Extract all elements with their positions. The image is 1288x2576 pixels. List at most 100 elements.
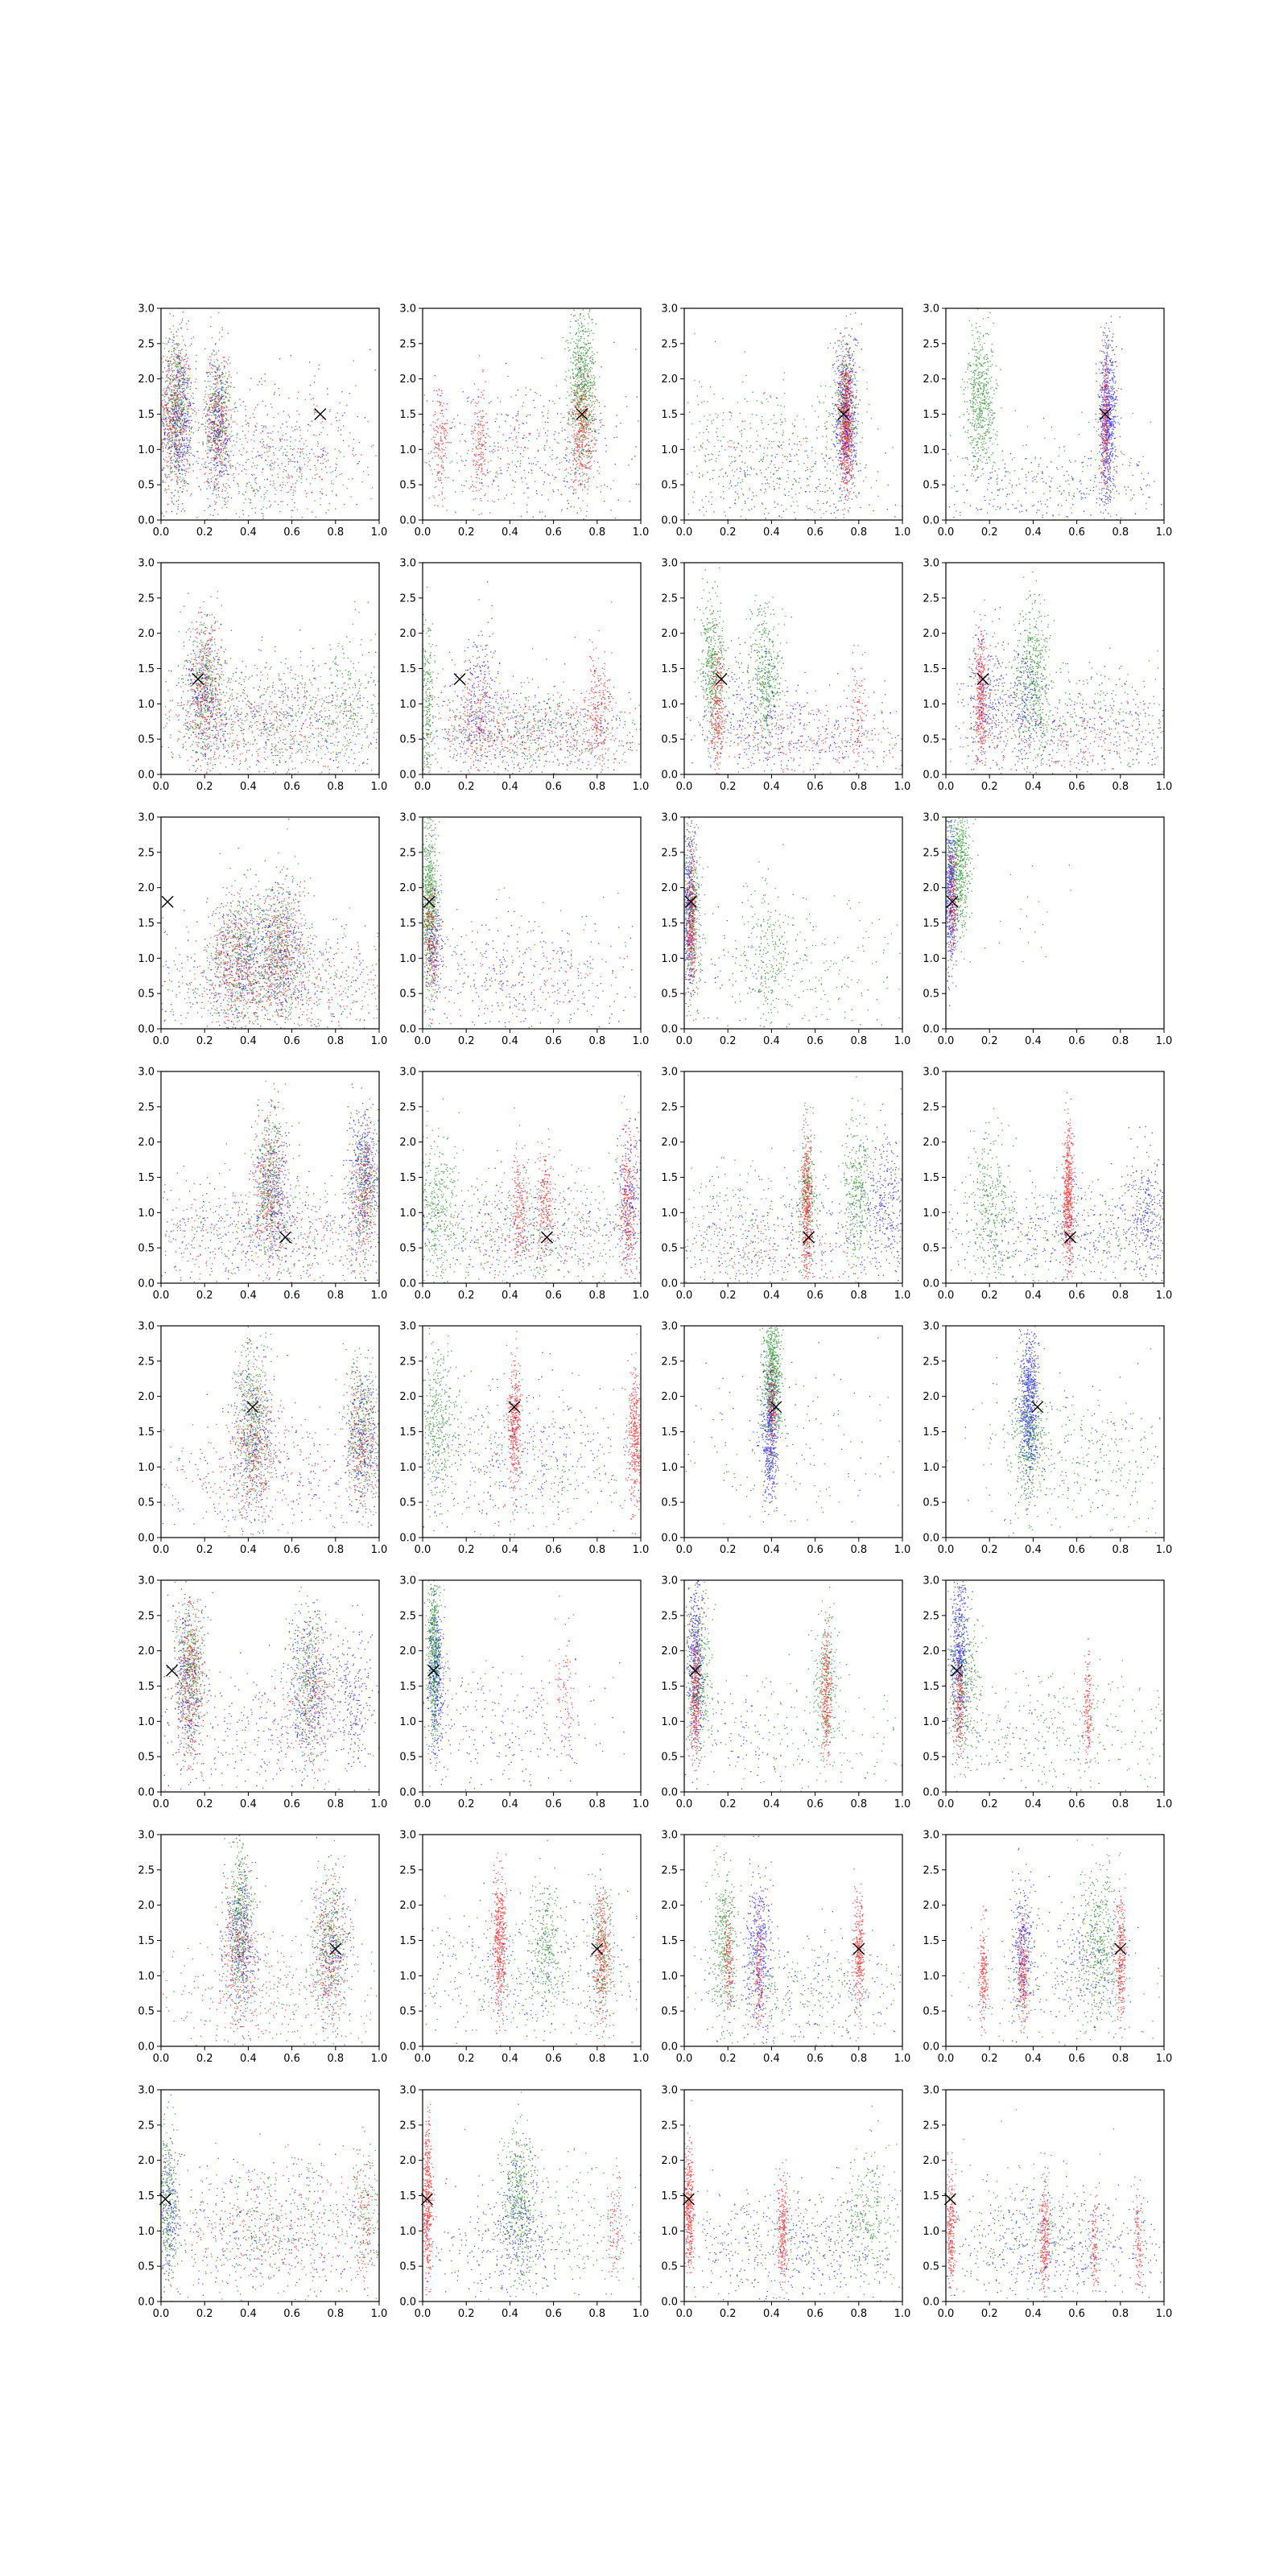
x-marker [852,1942,865,1955]
y-tick-label: 1.5 [661,1935,678,1947]
y-tick-label: 1.5 [399,1935,416,1947]
y-tick-label: 2.5 [138,1610,155,1622]
subplot-r5-c3: 0.0 0.2 0.4 0.6 0.8 1.0 0.0 0.5 1.0 1.5 2.0 2.5 3.0 [661,1321,910,1557]
subplot-r2-c2: 0.0 0.2 0.4 0.6 0.8 1.0 0.0 0.5 1.0 1.5 2.0 2.5 3.0 [399,558,649,794]
y-tick-label: 1.5 [661,1426,678,1439]
x-tick-label: 0.6 [807,2308,824,2320]
x-marker [329,1942,342,1955]
x-tick-label: 1.0 [894,1798,911,1810]
x-marker [314,408,327,420]
green-point-cluster [300,1837,351,2038]
x-tick-label: 0.6 [545,1798,562,1810]
blue-point-cluster [162,895,379,1029]
blue-point-cluster [423,852,448,1010]
blue-point-cluster [1014,1328,1042,1516]
y-tick-label: 2.0 [661,628,678,640]
x-tick-label: 0.4 [763,781,780,793]
x-tick-label: 0.4 [1025,2053,1042,2065]
y-tick-label: 3.0 [399,1067,416,1079]
x-tick-label: 0.6 [545,1035,562,1047]
x-tick-label: 0.0 [938,1035,955,1047]
green-point-cluster [583,1869,617,2037]
blue-point-cluster [161,349,376,519]
x-marker [508,1401,521,1414]
red-point-cluster [349,1107,379,1274]
x-tick-label: 0.8 [850,1544,867,1556]
x-tick-label: 0.4 [502,781,518,793]
x-tick-label: 0.0 [153,1290,170,1302]
red-point-cluster [947,852,960,984]
y-tick-label: 0.0 [661,515,678,527]
x-tick-label: 1.0 [633,781,650,793]
blue-point-cluster [689,667,902,774]
y-tick-label: 0.5 [138,1497,155,1509]
x-marker [943,2193,956,2206]
red-point-cluster [535,1128,560,1283]
x-tick-label: 0.8 [850,781,867,793]
x-tick-label: 0.8 [1112,1035,1129,1047]
red-point-cluster [971,599,993,774]
subplot-r3-c3: 0.0 0.2 0.4 0.6 0.8 1.0 0.0 0.5 1.0 1.5 2.0 2.5 3.0 [661,812,910,1048]
y-tick-label: 3.0 [661,1830,678,1842]
x-tick-label: 0.0 [153,2308,170,2320]
x-marker [166,1664,179,1677]
y-tick-label: 0.5 [923,989,939,1001]
x-tick-label: 0.4 [1025,1290,1042,1302]
blue-point-cluster [222,1339,288,1532]
y-tick-label: 1.0 [399,1716,416,1728]
x-marker [976,673,989,686]
red-point-cluster [621,1333,641,1534]
y-tick-label: 2.0 [661,1900,678,1912]
axes-frame [422,1834,642,2047]
blue-point-cluster [176,847,291,1029]
green-point-cluster [167,1581,210,1765]
blue-point-cluster [1120,1125,1164,1282]
y-tick-label: 1.5 [399,663,416,675]
x-tick-label: 0.6 [283,781,300,793]
y-tick-label: 3.0 [661,1067,678,1079]
x-tick-label: 0.2 [458,1035,475,1047]
x-tick-label: 1.0 [894,2308,911,2320]
x-tick-label: 0.4 [502,1798,518,1810]
x-tick-label: 0.6 [1068,2308,1085,2320]
green-point-cluster [837,2105,902,2301]
y-tick-label: 2.5 [399,338,416,350]
x-tick-label: 0.2 [196,781,213,793]
y-tick-label: 1.0 [138,699,155,711]
red-point-cluster [818,1587,834,1782]
x-tick-label: 1.0 [894,1035,911,1047]
point-layer [947,308,1162,520]
green-point-cluster [684,1581,719,1785]
green-point-cluster [985,864,1071,963]
y-tick-label: 1.5 [138,918,155,930]
y-tick-label: 0.5 [923,2261,939,2273]
axes-frame [422,1579,642,1793]
blue-point-cluster [684,1908,902,2046]
point-layer [161,591,379,774]
x-marker [1114,1942,1127,1955]
blue-point-cluster [168,630,378,774]
green-point-cluster [167,2144,378,2301]
point-layer [423,1839,641,2046]
y-tick-label: 0.5 [923,1243,939,1255]
y-tick-label: 1.0 [923,953,939,965]
subplot-r8-c4: 0.0 0.2 0.4 0.6 0.8 1.0 0.0 0.5 1.0 1.5 2.0 2.5 3.0 [923,2085,1172,2321]
x-marker [453,673,466,686]
red-point-cluster [437,651,502,774]
red-point-cluster [1088,2194,1103,2292]
red-point-cluster [1113,1852,1129,2038]
y-tick-label: 2.5 [399,1610,416,1622]
y-tick-label: 3.0 [661,1575,678,1587]
y-tick-label: 1.0 [923,1716,939,1728]
blue-point-cluster [200,344,237,520]
x-tick-label: 1.0 [633,1035,650,1047]
blue-point-cluster [330,1604,379,1772]
point-layer [684,567,902,774]
blue-point-cluster [685,1170,900,1283]
green-point-cluster [947,2109,1150,2300]
x-tick-label: 0.4 [502,1544,518,1556]
green-point-cluster [494,2091,545,2297]
y-tick-label: 3.0 [661,2085,678,2097]
y-tick-label: 0.0 [923,1533,939,1545]
y-tick-label: 0.0 [399,770,416,782]
